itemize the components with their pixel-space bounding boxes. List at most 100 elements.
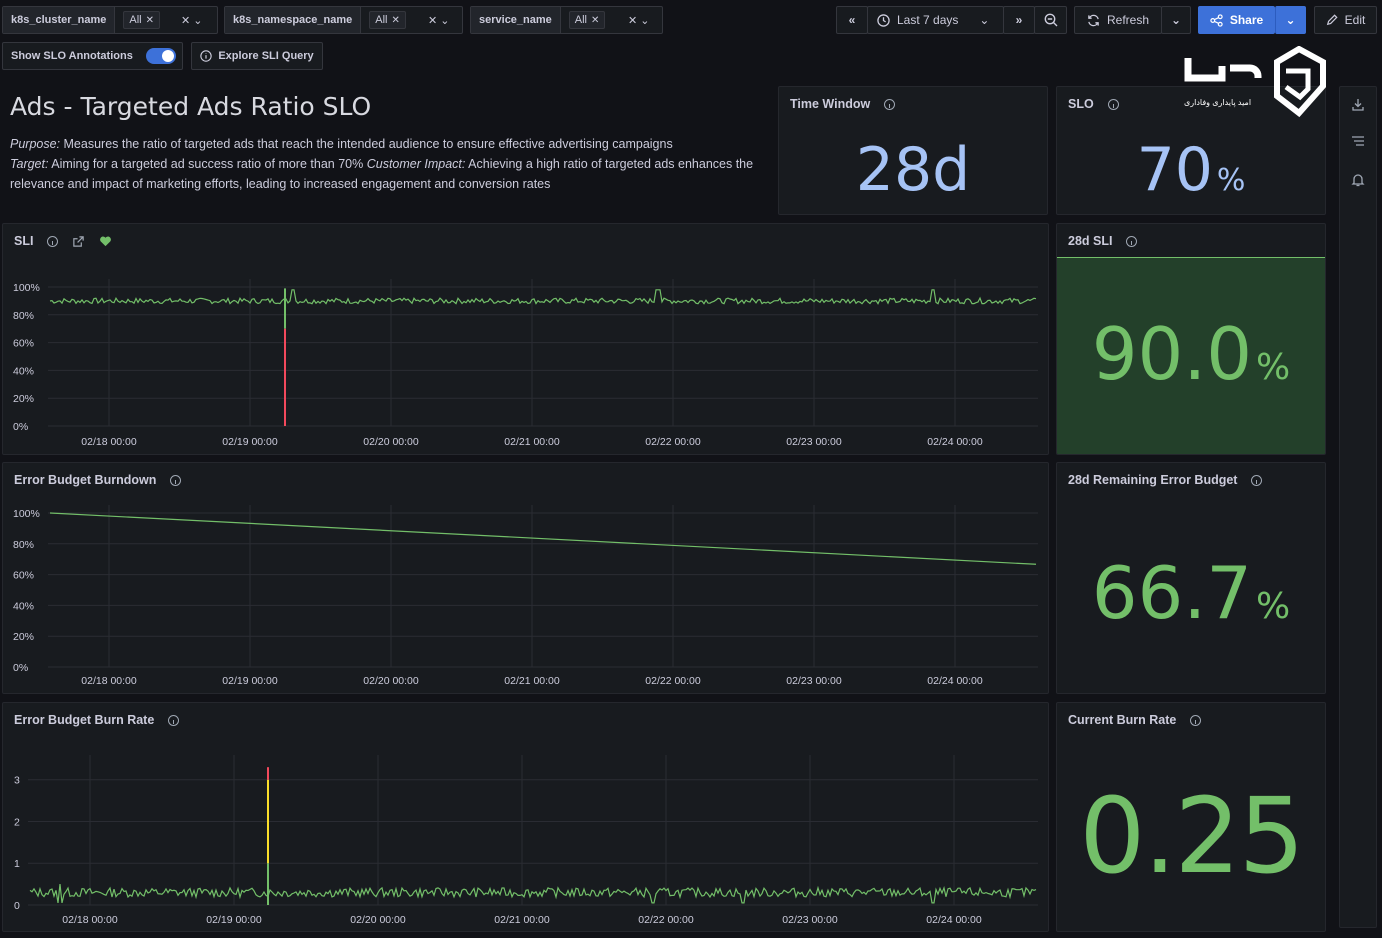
download-icon[interactable] <box>1351 98 1365 112</box>
x-tick-label: 02/21 00:00 <box>504 675 560 687</box>
right-sidebar <box>1339 86 1377 928</box>
slo-annotations-control[interactable]: Show SLO Annotations <box>2 42 183 70</box>
y-tick-label: 0% <box>13 662 28 674</box>
external-link-icon[interactable] <box>72 235 85 248</box>
variable-k8s-cluster[interactable]: k8s_cluster_name All ✕ ✕ ⌄ <box>2 6 218 34</box>
info-icon[interactable] <box>1126 235 1138 247</box>
clear-icon[interactable]: ✕ ⌄ <box>428 14 450 27</box>
logo-caption: امید پایداری وفاداری <box>1184 98 1252 107</box>
share-icon <box>1210 13 1223 27</box>
y-tick-label: 0% <box>13 421 28 433</box>
variable-service-name[interactable]: service_name All ✕ ✕ ⌄ <box>470 6 663 34</box>
info-icon[interactable] <box>1107 98 1119 110</box>
pencil-icon <box>1326 14 1338 26</box>
burn-rate-series-line <box>29 884 1037 904</box>
remaining-error-budget-panel: 28d Remaining Error Budget 66.7% <box>1056 462 1326 694</box>
x-tick-label: 02/19 00:00 <box>222 675 278 687</box>
sli-fill-area <box>1057 257 1325 454</box>
variable-label: service_name <box>471 7 561 33</box>
x-tick-label: 02/22 00:00 <box>645 436 701 448</box>
burndown-series-line <box>49 512 1037 565</box>
current-burn-rate-panel: Current Burn Rate 0.25 <box>1056 702 1326 932</box>
refresh-interval-button[interactable]: ⌄ <box>1161 6 1191 34</box>
chevron-down-icon: ⌄ <box>979 13 990 27</box>
zoom-out-button[interactable] <box>1034 6 1067 34</box>
y-tick-label: 60% <box>13 570 34 582</box>
sli-chart: 100% 80% 60% 40% 20% 0% 02/18 00:00 02/19 00:00… <box>13 279 1038 448</box>
burn-rate-chart: 3 2 1 0 02/18 00:00 02/19 00:00 02/20 00:00 02/… <box>14 755 1038 926</box>
y-tick-label: 100% <box>13 508 40 520</box>
x-tick-label: 02/20 00:00 <box>363 436 419 448</box>
bell-icon[interactable] <box>1351 173 1365 187</box>
remove-icon[interactable]: ✕ <box>591 14 600 26</box>
share-button[interactable]: Share <box>1198 6 1275 34</box>
x-tick-label: 02/22 00:00 <box>645 675 701 687</box>
refresh-button[interactable]: Refresh <box>1074 6 1162 34</box>
info-icon[interactable] <box>884 98 896 110</box>
outline-icon[interactable] <box>1351 134 1365 148</box>
annotations-toggle[interactable] <box>146 48 176 64</box>
burndown-chart: 100% 80% 60% 40% 20% 0% 02/18 00:00 02/19 00:00… <box>13 505 1038 687</box>
x-tick-label: 02/24 00:00 <box>926 914 982 926</box>
y-tick-label: 40% <box>13 365 34 377</box>
info-icon[interactable] <box>170 474 182 486</box>
y-tick-label: 60% <box>13 338 34 350</box>
y-tick-label: 80% <box>13 539 34 551</box>
clear-icon[interactable]: ✕ ⌄ <box>628 14 650 27</box>
y-tick-label: 1 <box>14 858 20 870</box>
x-tick-label: 02/18 00:00 <box>81 675 137 687</box>
x-tick-label: 02/23 00:00 <box>782 914 838 926</box>
logo: امید پایداری وفاداری <box>1182 45 1328 118</box>
y-tick-label: 3 <box>14 775 20 787</box>
remove-icon[interactable]: ✕ <box>145 14 155 26</box>
time-back-button[interactable]: « <box>836 6 868 34</box>
refresh-icon <box>1088 14 1099 26</box>
time-picker-button[interactable]: Last 7 days ⌄ <box>867 6 1004 34</box>
heart-icon <box>100 236 112 246</box>
slo-panel: SLO 70% <box>1056 86 1326 215</box>
x-tick-label: 02/23 00:00 <box>786 675 842 687</box>
chevron-down-icon: ⌄ <box>1170 13 1182 27</box>
x-tick-label: 02/20 00:00 <box>363 675 419 687</box>
info-icon[interactable] <box>47 235 59 247</box>
variable-chip[interactable]: All ✕ <box>123 11 161 29</box>
info-icon[interactable] <box>168 714 180 726</box>
sli-28d-panel: 28d SLI 90.0% <box>1056 223 1326 455</box>
variable-label: k8s_namespace_name <box>225 7 362 33</box>
x-tick-label: 02/21 00:00 <box>494 914 550 926</box>
x-tick-label: 02/24 00:00 <box>927 436 983 448</box>
x-tick-label: 02/23 00:00 <box>786 436 842 448</box>
explore-sli-query-button[interactable]: Explore SLI Query <box>191 42 323 70</box>
sli-28d-value: 90.0% <box>1091 312 1291 396</box>
x-tick-label: 02/18 00:00 <box>81 436 137 448</box>
edit-button[interactable]: Edit <box>1314 6 1377 34</box>
share-options-button[interactable]: ⌄ <box>1275 6 1306 34</box>
info-icon[interactable] <box>1251 474 1263 486</box>
variable-k8s-namespace[interactable]: k8s_namespace_name All ✕ ✕ ⌄ <box>224 6 463 34</box>
logo-mark <box>1184 45 1326 118</box>
x-tick-label: 02/24 00:00 <box>927 675 983 687</box>
x-tick-label: 02/20 00:00 <box>350 914 406 926</box>
slo-value: 70% <box>1136 135 1246 205</box>
variable-chip[interactable]: All ✕ <box>369 11 406 29</box>
zoom-out-icon <box>1044 13 1057 27</box>
info-icon <box>200 50 213 62</box>
page-title: Ads - Targeted Ads Ratio SLO <box>10 92 372 121</box>
time-window-panel: Time Window 28d <box>778 86 1048 215</box>
info-icon[interactable] <box>1190 714 1202 726</box>
chevrons-right-icon: » <box>1015 13 1023 27</box>
x-tick-label: 02/19 00:00 <box>206 914 262 926</box>
current-burn-rate-value: 0.25 <box>1079 775 1305 897</box>
remove-icon[interactable]: ✕ <box>391 14 400 26</box>
clear-icon[interactable]: ✕ ⌄ <box>181 14 203 27</box>
x-tick-label: 02/19 00:00 <box>222 436 278 448</box>
sli-panel: SLI 100% 80% 60% 40% 20% 0% 02/18 00:00 02/19 0… <box>2 223 1049 455</box>
chevrons-left-icon: « <box>848 13 856 27</box>
time-forward-button[interactable]: » <box>1003 6 1035 34</box>
chevron-down-icon: ⌄ <box>1285 13 1296 27</box>
variable-chip[interactable]: All ✕ <box>568 11 606 29</box>
time-window-value: 28d <box>855 135 971 205</box>
error-budget-burn-rate-panel: Error Budget Burn Rate 3 2 1 0 02/18 00:00 02… <box>2 702 1049 932</box>
y-tick-label: 100% <box>13 282 40 294</box>
error-budget-burndown-panel: Error Budget Burndown 100% 80% 60% 40% 20% 0%… <box>2 462 1049 694</box>
